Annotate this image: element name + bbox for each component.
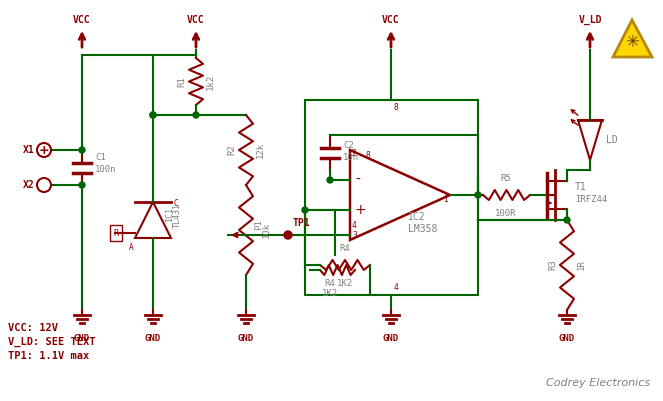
Text: R4: R4	[339, 244, 350, 253]
Text: A: A	[129, 243, 133, 252]
Text: 4: 4	[394, 282, 399, 292]
Text: 8: 8	[366, 150, 371, 160]
Text: 8: 8	[394, 103, 398, 113]
Circle shape	[475, 192, 481, 198]
Text: VCC: VCC	[187, 15, 205, 25]
Text: V_LD: SEE TEXT: V_LD: SEE TEXT	[8, 337, 95, 347]
Text: IRFZ44: IRFZ44	[575, 196, 607, 205]
Text: +: +	[38, 144, 49, 156]
Text: GND: GND	[383, 334, 399, 343]
Text: 100R: 100R	[495, 209, 516, 218]
Text: 1: 1	[444, 196, 448, 205]
Text: LM358: LM358	[408, 224, 438, 234]
Text: VCC: VCC	[73, 15, 91, 25]
Text: R: R	[113, 229, 119, 237]
Circle shape	[284, 231, 292, 239]
Circle shape	[302, 207, 308, 213]
Text: GND: GND	[559, 334, 575, 343]
Text: X1: X1	[23, 145, 35, 155]
Text: VCC: VCC	[382, 15, 400, 25]
Circle shape	[150, 112, 156, 118]
Text: 10n: 10n	[343, 154, 359, 162]
Text: C: C	[173, 200, 178, 209]
Text: 3: 3	[352, 231, 357, 241]
Text: Codrey Electronics: Codrey Electronics	[546, 378, 650, 388]
Text: 4: 4	[352, 221, 357, 231]
Text: R3: R3	[548, 259, 557, 270]
Text: 1k2: 1k2	[206, 73, 215, 89]
Text: V_LD: V_LD	[578, 15, 602, 25]
Text: R4: R4	[325, 279, 335, 288]
Text: IC1: IC1	[165, 207, 174, 223]
Text: GND: GND	[238, 334, 254, 343]
Text: 12k: 12k	[256, 142, 265, 158]
Text: P1: P1	[254, 220, 263, 231]
Circle shape	[564, 217, 570, 223]
Text: -: -	[355, 173, 360, 187]
Text: 10k: 10k	[262, 222, 271, 238]
Text: 2: 2	[352, 150, 357, 158]
Text: 1R: 1R	[577, 259, 586, 270]
Text: GND: GND	[145, 334, 161, 343]
Text: +: +	[355, 203, 367, 217]
Text: T1: T1	[575, 182, 587, 192]
Text: TP1: TP1	[293, 218, 311, 228]
Text: R2: R2	[227, 145, 236, 155]
Bar	[305, 100, 478, 295]
Text: TP1: 1.1V max: TP1: 1.1V max	[8, 351, 90, 361]
Circle shape	[193, 112, 199, 118]
Circle shape	[79, 147, 85, 153]
Text: C1: C1	[95, 154, 106, 162]
Text: R5: R5	[501, 174, 511, 183]
Bar	[110, 225, 122, 241]
Text: TL431: TL431	[173, 203, 182, 227]
Circle shape	[79, 182, 85, 188]
Text: C2: C2	[343, 140, 354, 150]
Text: VCC: 12V: VCC: 12V	[8, 323, 58, 333]
Text: X2: X2	[23, 180, 35, 190]
Text: IC2: IC2	[408, 212, 426, 222]
Text: ✳: ✳	[625, 33, 639, 51]
Circle shape	[327, 177, 333, 183]
Polygon shape	[613, 20, 652, 57]
Text: 1K2: 1K2	[337, 279, 353, 288]
Circle shape	[150, 112, 156, 118]
Text: 100n: 100n	[95, 166, 117, 174]
Text: GND: GND	[74, 334, 90, 343]
Text: LD: LD	[606, 135, 618, 145]
Text: 1K2: 1K2	[322, 290, 338, 298]
Text: R1: R1	[177, 76, 186, 87]
